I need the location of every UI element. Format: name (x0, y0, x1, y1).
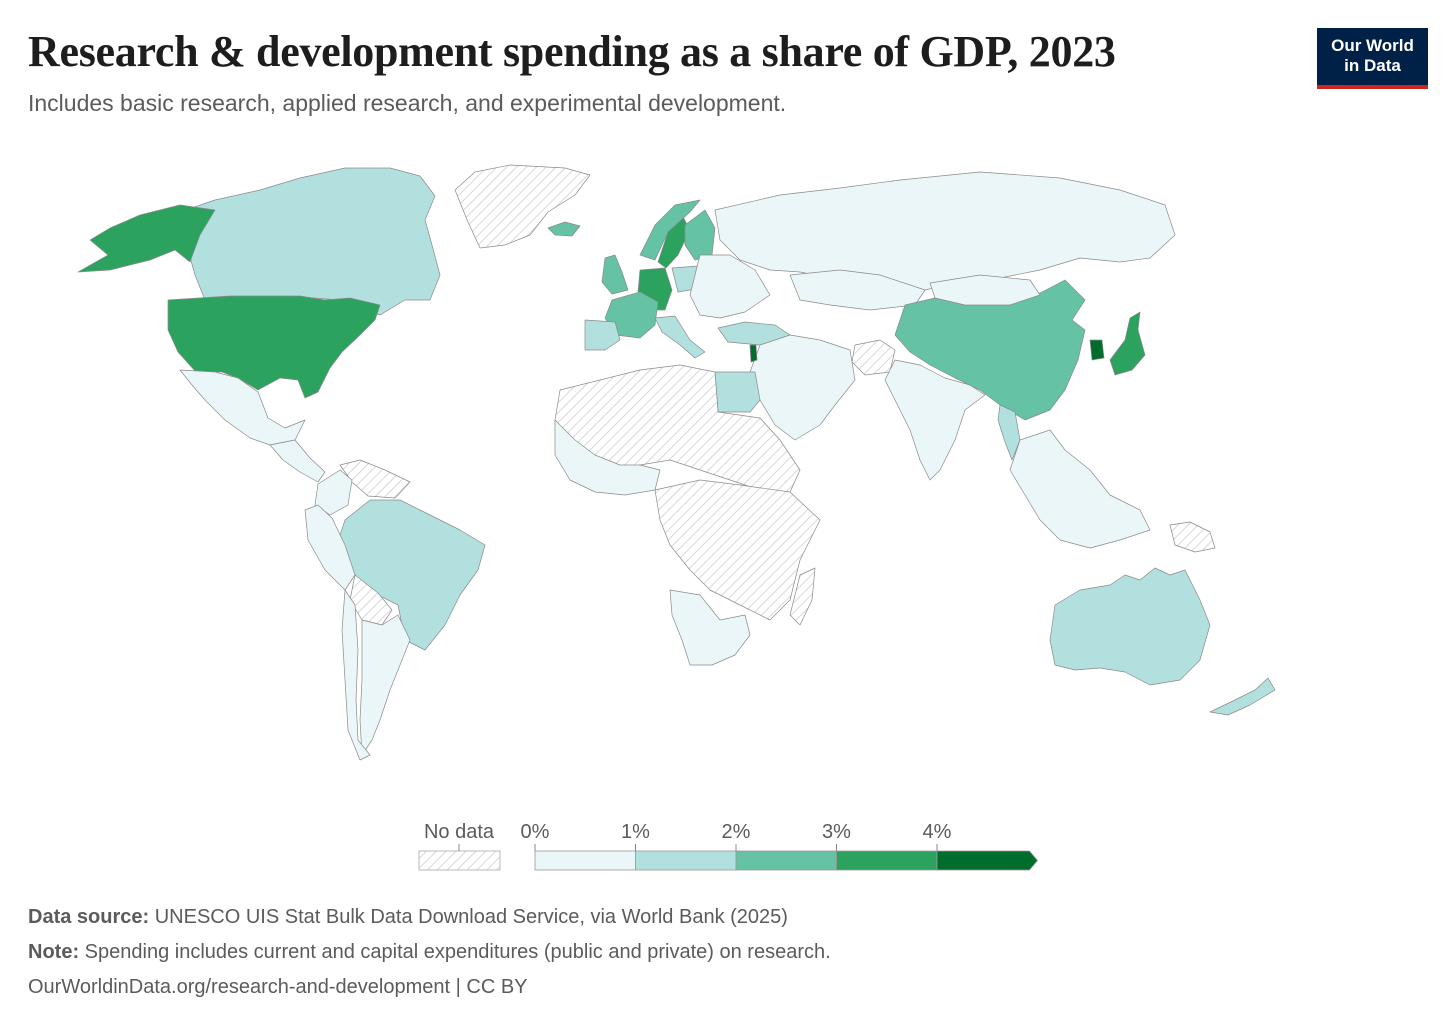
region-france[interactable]: France (604, 291, 659, 339)
legend-bin-1[interactable] (534, 850, 636, 871)
data-source-line: Data source: UNESCO UIS Stat Bulk Data D… (28, 906, 788, 929)
owid-logo[interactable]: Our World in Data (1317, 28, 1428, 89)
region-spain[interactable]: Spain (584, 319, 621, 351)
legend-bin-3[interactable] (735, 850, 837, 871)
region-egypt[interactable]: Egypt (714, 371, 761, 413)
region-west-africa[interactable]: West Africa (554, 419, 661, 496)
legend-bin-2[interactable] (635, 850, 737, 871)
logo-line-2: in Data (1344, 56, 1401, 75)
legend-tick-label-5: 4% (923, 821, 952, 843)
region-madagascar[interactable]: Madagascar (789, 567, 816, 626)
legend-no-data-swatch[interactable] (418, 850, 501, 871)
legend-tick-label-4: 3% (822, 821, 851, 843)
region-iceland[interactable]: Iceland (547, 221, 581, 237)
region-australia[interactable]: Australia (1049, 567, 1211, 686)
note-text: Spending includes current and capital ex… (84, 941, 831, 963)
region-japan[interactable]: Japan (1109, 311, 1146, 376)
region-india[interactable]: India (884, 359, 986, 481)
region-norway[interactable]: Norway (639, 199, 701, 261)
note-line: Note: Spending includes current and capi… (28, 941, 831, 964)
legend-bin-5[interactable] (936, 850, 1039, 871)
region-colombia[interactable]: Colombia (314, 469, 353, 516)
legend-bin-4[interactable] (836, 850, 938, 871)
region-mongolia[interactable]: Mongolia (929, 274, 1041, 306)
region-southeast-asia[interactable]: Southeast Asia (1009, 429, 1151, 549)
region-southern-africa[interactable]: Southern Africa (669, 589, 751, 666)
region-israel[interactable]: Israel (749, 344, 758, 363)
region-chile[interactable]: Chile (341, 589, 371, 761)
region-united-kingdom[interactable]: United Kingdom (601, 254, 629, 295)
region-argentina[interactable]: Argentina (359, 614, 411, 756)
chart-title: Research & development spending as a sha… (28, 27, 1116, 76)
map-legend: No data 0% 1% 2% 3% 4% (418, 821, 1039, 871)
legend-no-data-label: No data (424, 821, 495, 843)
region-venezuela[interactable]: Venezuela (339, 459, 411, 499)
region-greenland[interactable]: Greenland (454, 164, 591, 249)
region-thailand[interactable]: Thailand (997, 404, 1021, 461)
region-canada[interactable]: Canada (179, 167, 441, 316)
region-mexico[interactable]: Mexico (179, 369, 306, 446)
region-finland[interactable]: Finland (684, 209, 716, 261)
region-alaska-united-states[interactable]: Alaska (United States) (77, 204, 216, 273)
region-russia[interactable]: Russia (714, 171, 1176, 291)
region-afghanistan[interactable]: Afghanistan (851, 339, 896, 376)
region-italy[interactable]: Italy (654, 315, 706, 359)
legend-tick-label-1: 0% (521, 821, 550, 843)
legend-tick-label-3: 2% (722, 821, 751, 843)
world-map: CanadaUnited StatesAlaska (United States… (77, 164, 1276, 761)
url-line[interactable]: OurWorldinData.org/research-and-developm… (28, 976, 528, 998)
legend-tick-label-2: 1% (621, 821, 650, 843)
region-eastern-europe[interactable]: Eastern Europe (689, 254, 771, 319)
data-source-label: Data source: (28, 906, 150, 928)
region-central-america[interactable]: Central America (269, 439, 326, 483)
region-central-africa[interactable]: Central Africa (654, 479, 821, 621)
region-new-zealand[interactable]: New Zealand (1209, 677, 1276, 716)
chart-subtitle: Includes basic research, applied researc… (28, 90, 787, 116)
note-label: Note: (28, 941, 80, 963)
logo-line-1: Our World (1331, 36, 1414, 55)
region-brazil[interactable]: Brazil (334, 499, 486, 651)
data-source-text[interactable]: UNESCO UIS Stat Bulk Data Download Servi… (154, 906, 788, 928)
region-papua-new-guinea[interactable]: Papua New Guinea (1169, 521, 1216, 553)
region-south-korea[interactable]: South Korea (1089, 339, 1105, 361)
